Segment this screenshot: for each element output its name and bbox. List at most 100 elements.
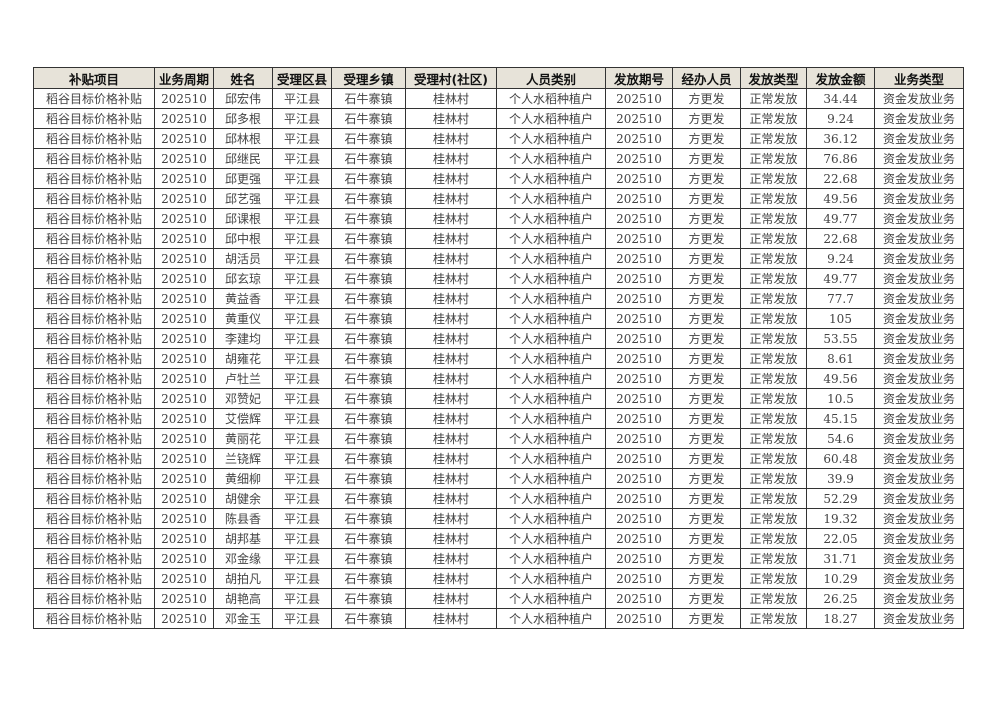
cell-village: 桂林村 <box>405 468 497 489</box>
cell-issue-type: 正常发放 <box>740 328 807 349</box>
cell-subsidy-item: 稻谷目标价格补贴 <box>33 108 155 129</box>
cell-subsidy-item: 稻谷目标价格补贴 <box>33 128 155 149</box>
cell-name: 卢牡兰 <box>213 368 273 389</box>
cell-handler: 方更发 <box>672 508 741 529</box>
cell-county: 平江县 <box>272 568 332 589</box>
cell-handler: 方更发 <box>672 208 741 229</box>
table-row: 稻谷目标价格补贴 202510 陈县香 平江县 石牛寨镇 桂林村 个人水稻种植户 202510… <box>33 508 964 529</box>
cell-issue-amount: 54.6 <box>806 428 875 449</box>
cell-county: 平江县 <box>272 128 332 149</box>
cell-name: 胡邦基 <box>213 528 273 549</box>
cell-handler: 方更发 <box>672 448 741 469</box>
cell-person-category: 个人水稻种植户 <box>496 268 606 289</box>
cell-business-period: 202510 <box>154 488 214 509</box>
cell-issue-number: 202510 <box>605 248 673 269</box>
cell-issue-type: 正常发放 <box>740 448 807 469</box>
cell-issue-type: 正常发放 <box>740 228 807 249</box>
cell-name: 邱宏伟 <box>213 88 273 109</box>
cell-business-type: 资金发放业务 <box>874 248 964 269</box>
cell-issue-type: 正常发放 <box>740 308 807 329</box>
cell-person-category: 个人水稻种植户 <box>496 368 606 389</box>
cell-person-category: 个人水稻种植户 <box>496 448 606 469</box>
cell-issue-number: 202510 <box>605 508 673 529</box>
table-row: 稻谷目标价格补贴 202510 黄重仪 平江县 石牛寨镇 桂林村 个人水稻种植户 202510… <box>33 308 964 329</box>
cell-township: 石牛寨镇 <box>331 548 406 569</box>
cell-business-period: 202510 <box>154 188 214 209</box>
cell-business-period: 202510 <box>154 248 214 269</box>
cell-business-type: 资金发放业务 <box>874 108 964 129</box>
cell-issue-amount: 77.7 <box>806 288 875 309</box>
cell-business-type: 资金发放业务 <box>874 388 964 409</box>
cell-handler: 方更发 <box>672 408 741 429</box>
cell-handler: 方更发 <box>672 428 741 449</box>
cell-name: 邓金缘 <box>213 548 273 569</box>
cell-person-category: 个人水稻种植户 <box>496 208 606 229</box>
cell-name: 艾偿辉 <box>213 408 273 429</box>
cell-person-category: 个人水稻种植户 <box>496 468 606 489</box>
cell-name: 胡活员 <box>213 248 273 269</box>
cell-handler: 方更发 <box>672 268 741 289</box>
cell-subsidy-item: 稻谷目标价格补贴 <box>33 428 155 449</box>
cell-township: 石牛寨镇 <box>331 208 406 229</box>
cell-business-type: 资金发放业务 <box>874 228 964 249</box>
cell-subsidy-item: 稻谷目标价格补贴 <box>33 288 155 309</box>
cell-name: 胡拍凡 <box>213 568 273 589</box>
table-row: 稻谷目标价格补贴 202510 黄丽花 平江县 石牛寨镇 桂林村 个人水稻种植户 202510… <box>33 428 964 449</box>
cell-county: 平江县 <box>272 488 332 509</box>
cell-village: 桂林村 <box>405 588 497 609</box>
cell-business-period: 202510 <box>154 148 214 169</box>
cell-business-period: 202510 <box>154 368 214 389</box>
cell-county: 平江县 <box>272 588 332 609</box>
cell-name: 邓赞妃 <box>213 388 273 409</box>
cell-business-period: 202510 <box>154 228 214 249</box>
cell-person-category: 个人水稻种植户 <box>496 608 606 629</box>
cell-person-category: 个人水稻种植户 <box>496 288 606 309</box>
cell-name: 李建均 <box>213 328 273 349</box>
cell-issue-amount: 22.05 <box>806 528 875 549</box>
cell-business-type: 资金发放业务 <box>874 328 964 349</box>
cell-person-category: 个人水稻种植户 <box>496 488 606 509</box>
cell-township: 石牛寨镇 <box>331 528 406 549</box>
cell-village: 桂林村 <box>405 388 497 409</box>
cell-issue-amount: 36.12 <box>806 128 875 149</box>
cell-business-type: 资金发放业务 <box>874 348 964 369</box>
cell-issue-number: 202510 <box>605 428 673 449</box>
cell-business-period: 202510 <box>154 288 214 309</box>
column-header-issue-number: 发放期号 <box>605 67 673 89</box>
cell-village: 桂林村 <box>405 128 497 149</box>
cell-business-period: 202510 <box>154 328 214 349</box>
cell-county: 平江县 <box>272 228 332 249</box>
cell-issue-type: 正常发放 <box>740 488 807 509</box>
cell-business-type: 资金发放业务 <box>874 148 964 169</box>
cell-county: 平江县 <box>272 308 332 329</box>
cell-subsidy-item: 稻谷目标价格补贴 <box>33 568 155 589</box>
cell-county: 平江县 <box>272 88 332 109</box>
cell-person-category: 个人水稻种植户 <box>496 408 606 429</box>
cell-business-type: 资金发放业务 <box>874 508 964 529</box>
cell-person-category: 个人水稻种植户 <box>496 148 606 169</box>
table-row: 稻谷目标价格补贴 202510 胡活员 平江县 石牛寨镇 桂林村 个人水稻种植户 202510… <box>33 248 964 269</box>
cell-issue-number: 202510 <box>605 348 673 369</box>
cell-township: 石牛寨镇 <box>331 508 406 529</box>
cell-person-category: 个人水稻种植户 <box>496 508 606 529</box>
column-header-issue-amount: 发放金额 <box>806 67 875 89</box>
cell-county: 平江县 <box>272 548 332 569</box>
column-header-name: 姓名 <box>213 67 273 89</box>
cell-township: 石牛寨镇 <box>331 488 406 509</box>
cell-issue-amount: 49.77 <box>806 268 875 289</box>
cell-issue-number: 202510 <box>605 148 673 169</box>
cell-issue-number: 202510 <box>605 328 673 349</box>
cell-village: 桂林村 <box>405 528 497 549</box>
cell-issue-type: 正常发放 <box>740 188 807 209</box>
cell-issue-type: 正常发放 <box>740 248 807 269</box>
cell-handler: 方更发 <box>672 608 741 629</box>
cell-business-type: 资金发放业务 <box>874 88 964 109</box>
cell-village: 桂林村 <box>405 248 497 269</box>
cell-county: 平江县 <box>272 388 332 409</box>
cell-business-type: 资金发放业务 <box>874 588 964 609</box>
cell-issue-number: 202510 <box>605 228 673 249</box>
cell-issue-number: 202510 <box>605 528 673 549</box>
cell-issue-number: 202510 <box>605 108 673 129</box>
cell-person-category: 个人水稻种植户 <box>496 548 606 569</box>
cell-subsidy-item: 稻谷目标价格补贴 <box>33 368 155 389</box>
